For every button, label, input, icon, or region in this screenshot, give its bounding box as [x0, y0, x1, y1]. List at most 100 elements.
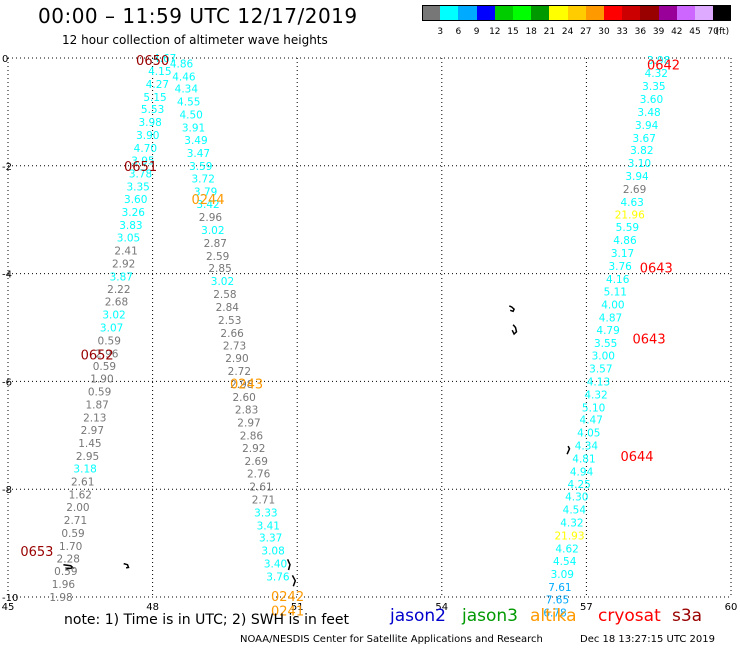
colorbar-swatch	[676, 5, 695, 21]
swh-value: 4.00	[601, 299, 624, 311]
y-tick-label: -4	[2, 270, 12, 281]
colorbar-label: 39	[652, 27, 665, 37]
swh-value: 3.82	[630, 145, 653, 157]
swh-value: 5.59	[616, 222, 639, 234]
swh-value: 2.92	[112, 258, 135, 270]
swh-value: 1.62	[69, 490, 92, 502]
swh-value: 0.59	[54, 566, 77, 578]
swh-value: 2.61	[249, 482, 272, 494]
swh-value: 4.94	[570, 466, 594, 478]
swh-value: 2.73	[223, 340, 246, 352]
swh-value: 0.59	[61, 528, 84, 540]
swh-value: 4.25	[567, 479, 590, 491]
swh-value: 3.72	[192, 174, 215, 186]
swh-value: 3.40	[264, 559, 287, 571]
swh-value: 21.96	[615, 209, 645, 221]
colorbar-label: 36	[634, 27, 647, 37]
colorbar-label: 6	[455, 27, 462, 37]
chart-subtitle: 12 hour collection of altimeter wave hei…	[62, 33, 328, 47]
colorbar-swatch	[422, 5, 441, 21]
colorbar-label: 24	[561, 27, 574, 37]
swh-value: 2.83	[235, 404, 258, 416]
colorbar-swatch	[622, 5, 641, 21]
swh-value: 3.59	[189, 161, 212, 173]
swh-value: 2.96	[95, 348, 119, 360]
swh-value: 4.16	[606, 274, 630, 286]
swh-value: 2.13	[83, 413, 106, 425]
swh-value: 3.02	[102, 310, 125, 322]
island-comoros	[63, 563, 75, 570]
swh-value: 3.49	[184, 135, 207, 147]
x-tick-label: 57	[580, 602, 593, 613]
colorbar-label: 45	[689, 27, 701, 37]
swh-value: 2.28	[57, 554, 80, 566]
swh-value: 2.69	[245, 456, 268, 468]
swh-value: 21.93	[554, 531, 584, 543]
swh-value: 2.41	[114, 245, 137, 257]
swh-value: 5.53	[141, 104, 164, 116]
swh-value: 3.78	[129, 168, 152, 180]
pass-label: 0242	[271, 590, 304, 605]
swh-value: 4.15	[148, 66, 171, 78]
swh-value: 4.86	[170, 58, 194, 70]
swh-value: 3.94	[625, 171, 649, 183]
swh-value: 7.65	[546, 595, 569, 607]
swh-value: 2.85	[208, 263, 231, 275]
colorbar-swatch	[494, 5, 513, 21]
swh-value: 3.35	[126, 181, 149, 193]
swh-value: 3.76	[266, 572, 290, 584]
colorbar-swatch	[695, 5, 714, 21]
swh-value: 3.37	[259, 533, 282, 545]
colorbar-swatch	[513, 5, 532, 21]
swh-value: 3.47	[187, 148, 210, 160]
island-small-1	[286, 558, 291, 571]
colorbar-label: 33	[616, 27, 628, 37]
swh-value: 4.32	[584, 389, 607, 401]
swh-value: 3.90	[136, 130, 159, 142]
colorbar-legend: 3 6 9 12 15 18 21 24 27 30 33 36 39 42 45 70 (ft)	[422, 5, 732, 39]
colorbar-swatch	[604, 5, 623, 21]
swh-value: 1.90	[90, 374, 113, 386]
colorbar-label: (ft)	[715, 27, 730, 37]
swh-value: 4.87	[599, 312, 622, 324]
colorbar-swatch	[458, 5, 477, 21]
swh-value: 4.30	[565, 492, 588, 504]
legend-cryosat: cryosat	[598, 606, 661, 626]
swh-value: 2.71	[252, 494, 275, 506]
swh-value: 2.61	[71, 477, 94, 489]
swh-value: 3.67	[633, 133, 656, 145]
colorbar-label: 21	[543, 27, 556, 37]
swh-value: 2.66	[220, 328, 244, 340]
swh-value: 1.87	[85, 400, 108, 412]
colorbar-swatch	[640, 5, 659, 21]
swh-value: 3.57	[589, 363, 612, 375]
x-tick-label: 51	[291, 602, 304, 613]
swh-value: 2.96	[199, 212, 223, 224]
colorbar-label: 3	[437, 27, 444, 37]
swh-value: 3.10	[628, 158, 651, 170]
x-tick-label: 54	[435, 602, 448, 613]
swh-value: 3.94	[635, 120, 659, 132]
colorbar-swatch	[531, 5, 550, 21]
colorbar-label: 18	[525, 27, 537, 37]
pass-label: 0644	[620, 450, 653, 465]
swh-value: 4.81	[572, 453, 595, 465]
swh-value: 3.55	[594, 338, 617, 350]
swh-value: 2.84	[216, 302, 240, 314]
swh-value: 4.13	[587, 376, 610, 388]
island-east	[566, 445, 571, 455]
swh-value: 4.54	[553, 556, 577, 568]
swh-value: 3.05	[117, 232, 140, 244]
swh-value: 2.71	[64, 515, 87, 527]
swh-value: 3.33	[254, 507, 277, 519]
x-tick-label: 48	[146, 602, 159, 613]
pass-label: 0244	[191, 193, 224, 208]
swh-value: 2.98	[230, 379, 253, 391]
y-tick-label: 0	[2, 54, 8, 65]
swh-value: 1.70	[59, 541, 82, 553]
swh-value: 3.26	[122, 207, 146, 219]
swh-value: 4.34	[175, 84, 199, 96]
colorbar-swatch	[713, 5, 732, 21]
swh-value: 2.97	[237, 417, 260, 429]
swh-value: 5.10	[582, 402, 605, 414]
